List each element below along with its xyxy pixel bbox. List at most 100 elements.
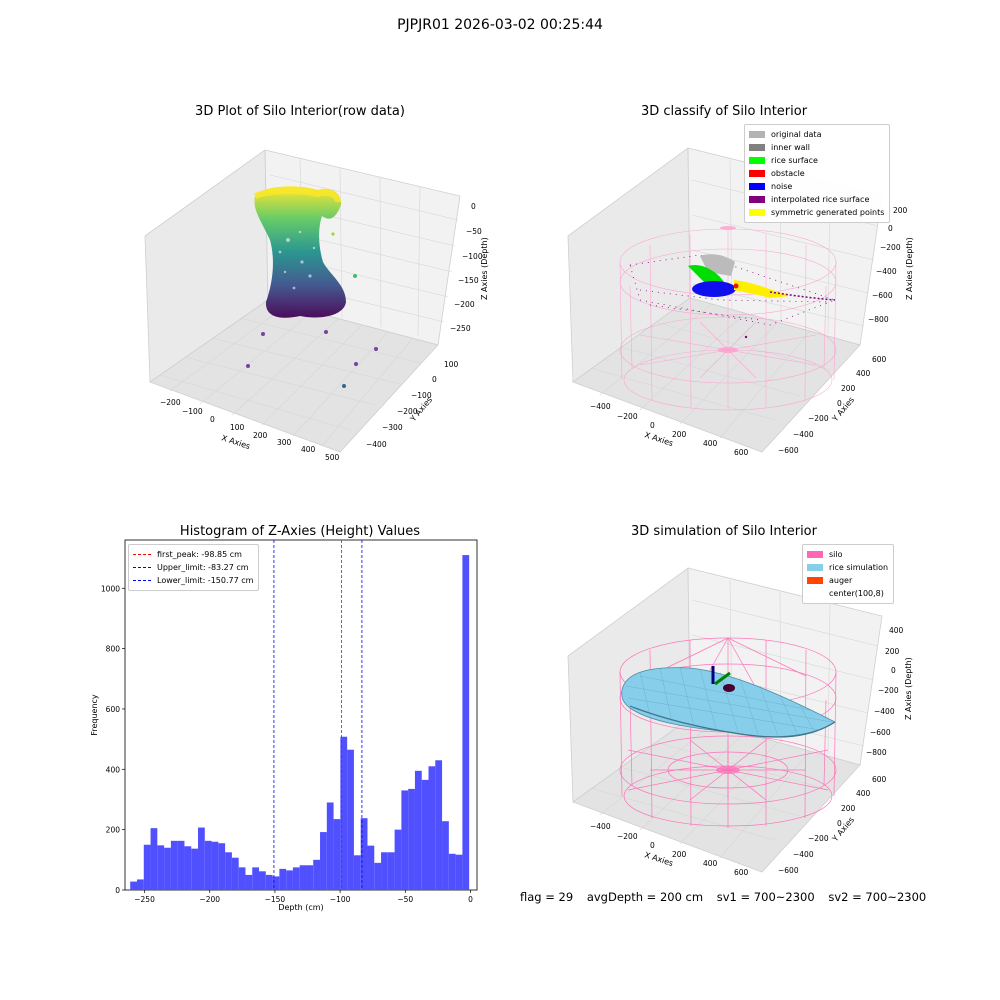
simulation-x-tick: 200 bbox=[672, 850, 687, 859]
raw-z-tick: −50 bbox=[466, 227, 482, 236]
legend-swatch bbox=[749, 209, 765, 216]
legend-item: rice surface bbox=[749, 154, 884, 167]
histogram-bar bbox=[448, 853, 456, 890]
raw-x-tick: 300 bbox=[277, 438, 292, 447]
histogram-bar bbox=[252, 867, 260, 890]
histogram-bar bbox=[211, 841, 219, 890]
classify-y-ticks: 600 400 200 0 −200 −400 −600 bbox=[778, 355, 887, 455]
histogram-bar bbox=[164, 847, 171, 890]
histogram-bar bbox=[218, 843, 226, 890]
legend-swatch bbox=[807, 590, 823, 597]
raw-z-tick: 0 bbox=[471, 202, 476, 211]
legend-label: symmetric generated points bbox=[771, 208, 885, 217]
histogram-bar bbox=[299, 865, 307, 890]
simulation-y-tick: −400 bbox=[793, 850, 814, 859]
legend-label: silo bbox=[829, 550, 843, 559]
histogram-bar bbox=[150, 828, 158, 890]
legend-item: rice simulation bbox=[807, 561, 888, 574]
simulation-z-tick: −600 bbox=[870, 728, 891, 737]
simulation-y-tick: 0 bbox=[837, 819, 842, 828]
histogram-bar bbox=[442, 821, 449, 890]
simulation-x-label: X Axies bbox=[643, 850, 674, 868]
histogram-bar bbox=[143, 844, 151, 890]
histogram-bar bbox=[265, 874, 273, 890]
histogram-bar bbox=[360, 818, 368, 890]
simulation-panel-title: 3D simulation of Silo Interior bbox=[631, 524, 817, 539]
histogram-x-tick-label: −50 bbox=[397, 895, 413, 904]
classify-z-tick: −200 bbox=[880, 243, 901, 252]
histogram-bar bbox=[320, 832, 327, 890]
simulation-z-tick: 400 bbox=[889, 626, 904, 635]
legend-label: interpolated rice surface bbox=[771, 195, 870, 204]
raw-x-tick: 500 bbox=[325, 453, 340, 462]
raw-y-tick: −200 bbox=[397, 407, 418, 416]
histogram-bar bbox=[231, 857, 239, 890]
legend-label: Lower_limit: -150.77 cm bbox=[157, 576, 254, 585]
histogram-y-tick-label: 0 bbox=[115, 886, 120, 895]
raw-y-tick: 0 bbox=[432, 375, 437, 384]
simulation-y-tick: 200 bbox=[841, 804, 856, 813]
histogram-bar bbox=[130, 881, 137, 890]
histogram-bar bbox=[157, 845, 165, 890]
simulation-y-tick: −600 bbox=[778, 866, 799, 875]
simulation-x-tick: 0 bbox=[650, 841, 655, 850]
histogram-bar bbox=[177, 840, 185, 890]
legend-item: Upper_limit: -83.27 cm bbox=[133, 561, 253, 574]
histogram-bar bbox=[286, 870, 293, 890]
raw-y-tick: 100 bbox=[444, 360, 459, 369]
raw-3d-axes bbox=[144, 149, 461, 453]
legend-label: auger bbox=[829, 576, 853, 585]
legend-item: first_peak: -98.85 cm bbox=[133, 548, 253, 561]
histogram-bar bbox=[374, 862, 382, 890]
legend-item: obstacle bbox=[749, 167, 884, 180]
histogram-bar bbox=[401, 790, 409, 890]
histogram-bar bbox=[198, 827, 205, 890]
simulation-y-label: Y Axies bbox=[830, 815, 856, 844]
simulation-z-tick: −800 bbox=[866, 748, 887, 757]
simulation-z-ticks: 400 200 0 −200 −400 −600 −800 bbox=[866, 626, 904, 757]
histogram-bar bbox=[421, 779, 429, 890]
raw-z-tick: −250 bbox=[450, 324, 471, 333]
legend-item: Lower_limit: -150.77 cm bbox=[133, 574, 253, 587]
classify-x-tick: 600 bbox=[734, 448, 749, 457]
histogram-bar bbox=[184, 846, 192, 890]
classify-y-tick: −600 bbox=[778, 446, 799, 455]
classify-x-tick: 200 bbox=[672, 430, 687, 439]
classify-z-tick: −600 bbox=[872, 291, 893, 300]
legend-swatch bbox=[807, 577, 823, 584]
histogram-x-label: Depth (cm) bbox=[278, 903, 323, 912]
histogram-bar bbox=[204, 840, 212, 890]
histogram-bar bbox=[353, 855, 361, 890]
legend-label: rice surface bbox=[771, 156, 818, 165]
simulation-z-tick: 200 bbox=[885, 647, 900, 656]
raw-x-tick: 100 bbox=[230, 423, 245, 432]
simulation-y-tick: −200 bbox=[808, 834, 829, 843]
legend-label: obstacle bbox=[771, 169, 805, 178]
raw-z-tick: −150 bbox=[458, 276, 479, 285]
histogram-x-tick-label: −200 bbox=[199, 895, 220, 904]
classify-x-tick: −400 bbox=[590, 402, 611, 411]
raw-x-tick: 400 bbox=[301, 445, 316, 454]
histogram-bar bbox=[238, 867, 246, 890]
classify-x-label: X Axies bbox=[643, 430, 674, 448]
histogram-bar bbox=[435, 760, 443, 890]
legend-swatch bbox=[133, 554, 151, 555]
raw-x-tick: −100 bbox=[182, 407, 203, 416]
raw-z-label: Z Axies (Depth) bbox=[480, 237, 489, 300]
legend-item: interpolated rice surface bbox=[749, 193, 884, 206]
flag-text: flag = 29 bbox=[520, 890, 574, 904]
classify-y-tick: 600 bbox=[872, 355, 887, 364]
classify-y-tick: 200 bbox=[841, 384, 856, 393]
raw-x-tick: −200 bbox=[160, 398, 181, 407]
histogram-y-ticks: 0 200 400 600 800 1000 bbox=[101, 584, 125, 895]
histogram-y-tick-label: 600 bbox=[106, 705, 121, 714]
histogram-x-tick-label: 0 bbox=[468, 895, 473, 904]
histogram-bar bbox=[306, 865, 314, 890]
histogram-plot: −250 −200 −150 −100 −50 0 0 200 400 600 800 1000 bbox=[101, 539, 478, 904]
raw-y-tick: −400 bbox=[366, 440, 387, 449]
classify-z-tick: 200 bbox=[893, 206, 908, 215]
histogram-bar bbox=[279, 868, 287, 890]
legend-item: noise bbox=[749, 180, 884, 193]
legend-label: inner wall bbox=[771, 143, 811, 152]
classify-x-tick: 400 bbox=[703, 439, 718, 448]
